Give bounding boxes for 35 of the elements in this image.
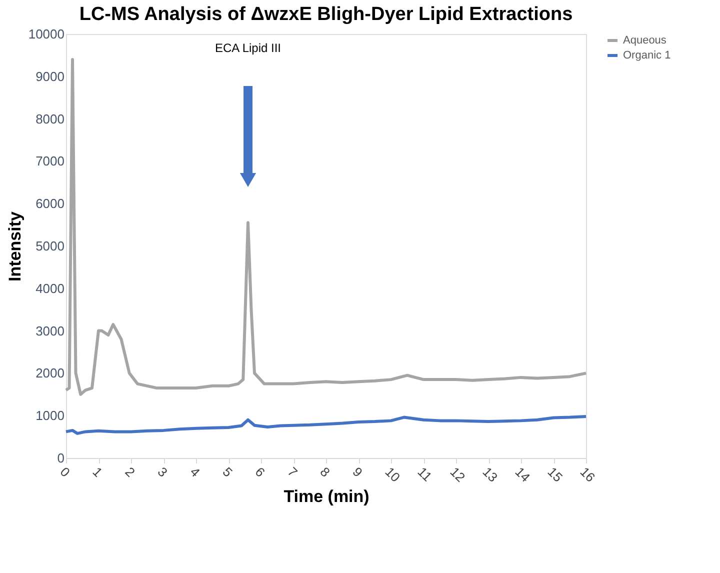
x-tick-label: 4 xyxy=(187,464,204,480)
y-tick-label: 1000 xyxy=(36,408,64,424)
y-tick-label: 7000 xyxy=(36,154,64,169)
line-series xyxy=(64,414,588,435)
x-tick-label: 8 xyxy=(317,464,334,480)
y-tick-label: 4000 xyxy=(36,280,64,296)
x-tick-label: 10 xyxy=(382,464,404,485)
y-tick-label: 3000 xyxy=(36,323,64,338)
y-tick-label: 2000 xyxy=(36,366,64,381)
legend-label: Aqueous xyxy=(623,34,667,46)
y-tick-label: 0 xyxy=(57,450,64,466)
y-axis-title: Intensity xyxy=(5,211,24,282)
y-tick-label: 6000 xyxy=(36,196,64,212)
x-axis-title: Time (min) xyxy=(284,486,370,506)
x-tick-label: 9 xyxy=(350,464,366,480)
x-tick-label: 2 xyxy=(122,464,138,480)
legend-label: Organic 1 xyxy=(623,50,671,62)
y-tick-label: 8000 xyxy=(36,111,64,126)
x-tick-label: 7 xyxy=(284,464,301,480)
y-tick-label: 5000 xyxy=(36,238,64,254)
x-tick-label: 15 xyxy=(544,464,566,485)
x-tick-label: 6 xyxy=(252,464,268,480)
annotation: ECA Lipid III xyxy=(214,41,282,55)
x-tick-label: 11 xyxy=(414,464,435,484)
x-tick-label: 1 xyxy=(90,464,106,480)
x-tick-label: 12 xyxy=(447,464,468,485)
x-tick-label: 14 xyxy=(512,464,534,485)
x-tick-label: 16 xyxy=(577,464,598,485)
x-tick-label: 3 xyxy=(154,464,171,480)
chart-title: LC-MS Analysis of ΔwzxE Bligh-Dyer Lipid Extractions xyxy=(79,4,573,25)
x-tick-label: 13 xyxy=(480,464,501,485)
line-series xyxy=(64,58,588,396)
y-tick-label: 9000 xyxy=(36,68,64,84)
y-tick-label: 10000 xyxy=(28,26,64,42)
x-tick-label: 5 xyxy=(220,464,236,480)
